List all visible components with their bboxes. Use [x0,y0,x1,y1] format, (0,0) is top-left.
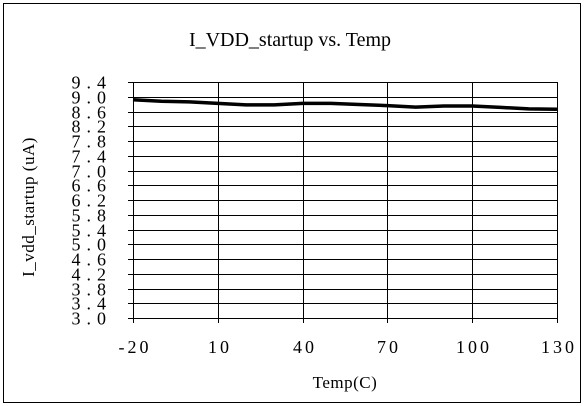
y-tick-label: 3.0 [72,309,113,329]
y-tick-label: 6.2 [72,191,113,211]
y-tick-label: 9.0 [72,88,113,108]
chart-title: I_VDD_startup vs. Temp [189,29,391,51]
y-tick-label: 5.0 [72,235,113,255]
y-tick-label: 5.4 [72,221,113,241]
y-tick-label: 3.8 [72,280,113,300]
x-tick-label: 10 [208,337,232,357]
y-tick-label: 5.8 [72,206,113,226]
y-tick-label: 8.2 [72,117,113,137]
x-tick-label: 70 [377,337,401,357]
y-tick-label: 3.4 [72,294,113,314]
x-tick-label: 100 [456,337,492,357]
y-axis-title: I_vdd_startup (uA) [19,137,38,277]
x-tick-label: 40 [293,337,317,357]
y-tick-label: 7.4 [72,147,113,167]
x-axis-title: Temp(C) [313,373,378,392]
y-tick-label: 6.6 [72,176,113,196]
tick-labels: 3.03.43.84.24.65.05.45.86.26.67.07.47.88… [72,73,577,358]
x-tick-label: 130 [541,337,577,357]
x-tick-label: -20 [119,337,152,357]
series-layer [132,97,558,112]
series-line-1 [132,97,558,112]
y-tick-label: 8.6 [72,103,113,123]
y-tick-label: 7.0 [72,162,113,182]
y-tick-label: 4.2 [72,265,113,285]
axes [128,82,558,323]
chart-border [3,3,581,403]
y-tick-label: 4.6 [72,250,113,270]
y-tick-label: 7.8 [72,132,113,152]
y-tick-label: 9.4 [72,73,113,93]
